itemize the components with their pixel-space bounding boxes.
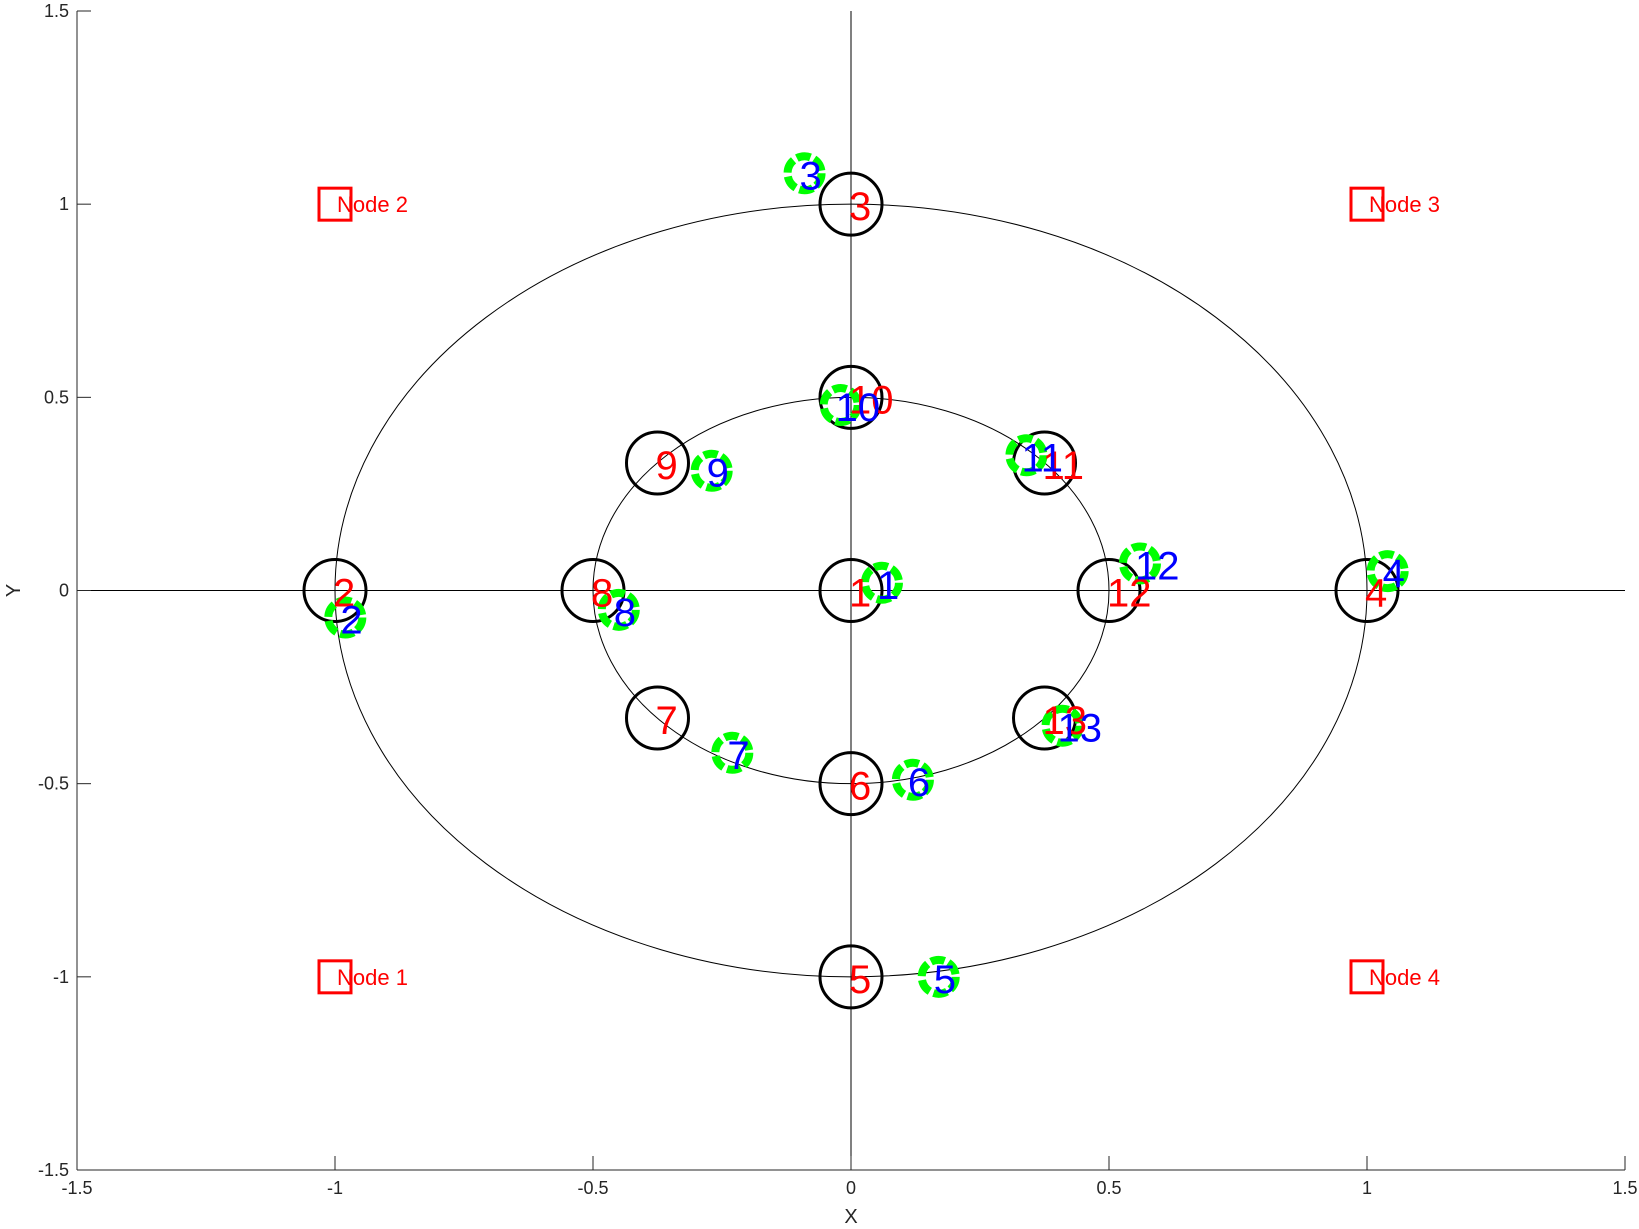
axes: -1.5 -1 -0.5 0 0.5 1 1.5 -1.5 -1 -0.5 0 0.5 1 1.5	[38, 1, 1638, 1198]
x-tick-label: -1	[327, 1178, 343, 1198]
estimated-position-label: 13	[1058, 707, 1103, 751]
x-tick-label: -1.5	[61, 1178, 92, 1198]
y-tick-label: -1.5	[38, 1160, 69, 1180]
true-position-label: 8	[591, 572, 613, 616]
x-tick-label: 0	[846, 1178, 856, 1198]
estimated-position-marker	[324, 596, 367, 639]
x-tick-label: 0.5	[1096, 1178, 1121, 1198]
estimated-position-marker	[819, 384, 862, 427]
true-position-label: 1	[849, 572, 871, 616]
true-position-marker	[818, 751, 884, 817]
anchor-node-marker	[317, 186, 353, 222]
estimated-position-marker	[597, 588, 640, 631]
true-position-marker	[818, 558, 884, 623]
true-position-marker	[625, 685, 690, 751]
y-tick-label: 0.5	[44, 387, 69, 407]
anchor-node-marker	[1349, 186, 1385, 222]
true-position-marker	[302, 558, 368, 623]
estimated-position-label: 1	[877, 564, 899, 608]
true-position-label: 6	[849, 765, 871, 809]
estimated-position-label: 7	[727, 734, 749, 778]
x-tick-label: -0.5	[577, 1178, 608, 1198]
y-tick-label: -1	[53, 967, 69, 987]
anchor-node-label: Node 4	[1369, 965, 1440, 990]
estimated-position-marker	[711, 731, 754, 774]
y-tick-label: 0	[59, 581, 69, 601]
true-position-marker	[818, 944, 884, 1010]
estimated-position-label: 4	[1383, 552, 1405, 596]
estimated-position-label: 3	[800, 154, 822, 198]
true-position-label: 7	[656, 699, 678, 743]
x-tick-label: 1.5	[1612, 1178, 1637, 1198]
true-position-marker	[625, 430, 690, 496]
true-position-marker	[1076, 558, 1142, 623]
anchor-node-marker	[317, 959, 353, 995]
true-position-marker	[1334, 558, 1400, 623]
estimated-position-label: 6	[908, 761, 930, 805]
y-tick-label: -0.5	[38, 774, 69, 794]
estimated-position-marker	[1041, 704, 1084, 747]
y-tick-label: 1	[59, 194, 69, 214]
estimated-position-label: 11	[1021, 436, 1063, 480]
estimated-position-marker	[690, 449, 733, 492]
estimated-position-marker	[1366, 550, 1409, 593]
true-position-label: 11	[1043, 444, 1085, 488]
true-position-label: 13	[1043, 699, 1088, 743]
true-position-label: 12	[1107, 572, 1152, 616]
estimated-position-label: 10	[836, 386, 881, 430]
true-position-label: 5	[849, 958, 871, 1002]
true-position-marker	[818, 364, 884, 430]
true-position-label: 2	[333, 572, 355, 616]
x-tick-label: 1	[1362, 1178, 1372, 1198]
estimated-position-label: 5	[934, 958, 956, 1002]
anchor-node-marker	[1349, 959, 1385, 995]
anchor-node-label: Node 3	[1369, 192, 1440, 217]
true-position-label: 10	[849, 378, 894, 422]
true-position-label: 9	[656, 444, 678, 488]
estimated-position-marker	[1118, 542, 1161, 585]
estimated-position-marker	[917, 955, 960, 998]
anchor-node-label: Node 2	[337, 192, 408, 217]
true-position-label: 3	[849, 185, 871, 229]
y-axis-label: Y	[3, 584, 25, 597]
anchor-node-label: Node 1	[337, 965, 408, 990]
estimated-position-marker	[1005, 434, 1048, 477]
x-axis-label: X	[844, 1206, 857, 1228]
estimated-position-marker	[860, 561, 903, 604]
estimated-position-label: 12	[1135, 544, 1180, 588]
true-position-marker	[818, 171, 884, 237]
estimated-position-label: 2	[340, 599, 362, 643]
estimated-position-label: 9	[707, 452, 729, 496]
estimated-position-marker	[783, 152, 826, 195]
y-tick-label: 1.5	[44, 1, 69, 21]
estimated-position-marker	[891, 758, 934, 801]
estimated-position-label: 8	[614, 591, 636, 635]
true-position-label: 4	[1365, 572, 1387, 616]
